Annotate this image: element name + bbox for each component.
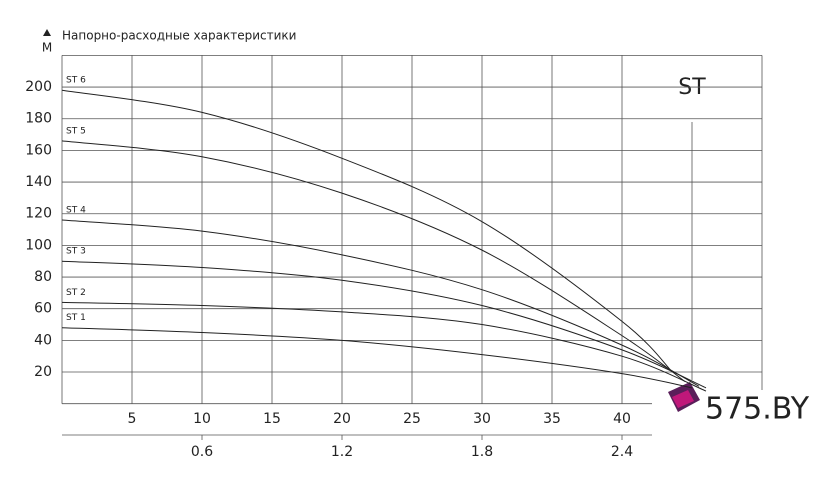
x-tick-label: 15 — [263, 411, 281, 427]
y-tick-label: 40 — [34, 332, 52, 348]
curve — [61, 327, 693, 389]
x2-tick-label: 1.2 — [331, 444, 353, 460]
logo: 575.BY — [668, 382, 810, 427]
x2-tick-label: 0.6 — [191, 444, 213, 460]
y-axis-label: М — [42, 41, 52, 55]
logo-text: 575.BY — [705, 392, 810, 427]
y-tick-label: 60 — [34, 301, 52, 317]
logo-icon — [672, 390, 694, 408]
x-tick-label: 10 — [193, 411, 211, 427]
y-tick-label: 180 — [25, 111, 52, 127]
y-tick-label: 20 — [34, 364, 52, 380]
y-tick-label: 120 — [25, 206, 52, 222]
x2-tick-label: 1.8 — [471, 444, 493, 460]
y-tick-label: 160 — [25, 142, 52, 158]
series-label: ST 6 — [66, 76, 86, 86]
chart-title: Напорно-расходные характеристики — [62, 29, 296, 43]
x-tick-label: 40 — [613, 411, 631, 427]
curve — [61, 260, 707, 389]
series-label: ST 2 — [66, 288, 86, 298]
series-label: ST 4 — [66, 206, 86, 216]
curve — [61, 219, 700, 387]
y-tick-label: 140 — [25, 174, 52, 190]
curve — [61, 301, 707, 392]
y-tick-label: 100 — [25, 237, 52, 253]
y-tick-label: 80 — [34, 269, 52, 285]
x-tick-label: 30 — [473, 411, 491, 427]
series-label: ST 1 — [66, 313, 86, 323]
x-tick-label: 35 — [543, 411, 561, 427]
axis-arrow — [43, 29, 51, 36]
y-tick-label: 200 — [25, 79, 52, 95]
x-tick-label: 5 — [128, 411, 137, 427]
curve — [61, 89, 673, 373]
x-tick-label: 25 — [403, 411, 421, 427]
series-label: ST 5 — [66, 126, 86, 136]
series-label: ST 3 — [66, 247, 86, 257]
x-tick-label: 20 — [333, 411, 351, 427]
curve — [61, 140, 686, 382]
x2-tick-label: 2.4 — [611, 444, 633, 460]
badge: ST — [678, 75, 706, 100]
